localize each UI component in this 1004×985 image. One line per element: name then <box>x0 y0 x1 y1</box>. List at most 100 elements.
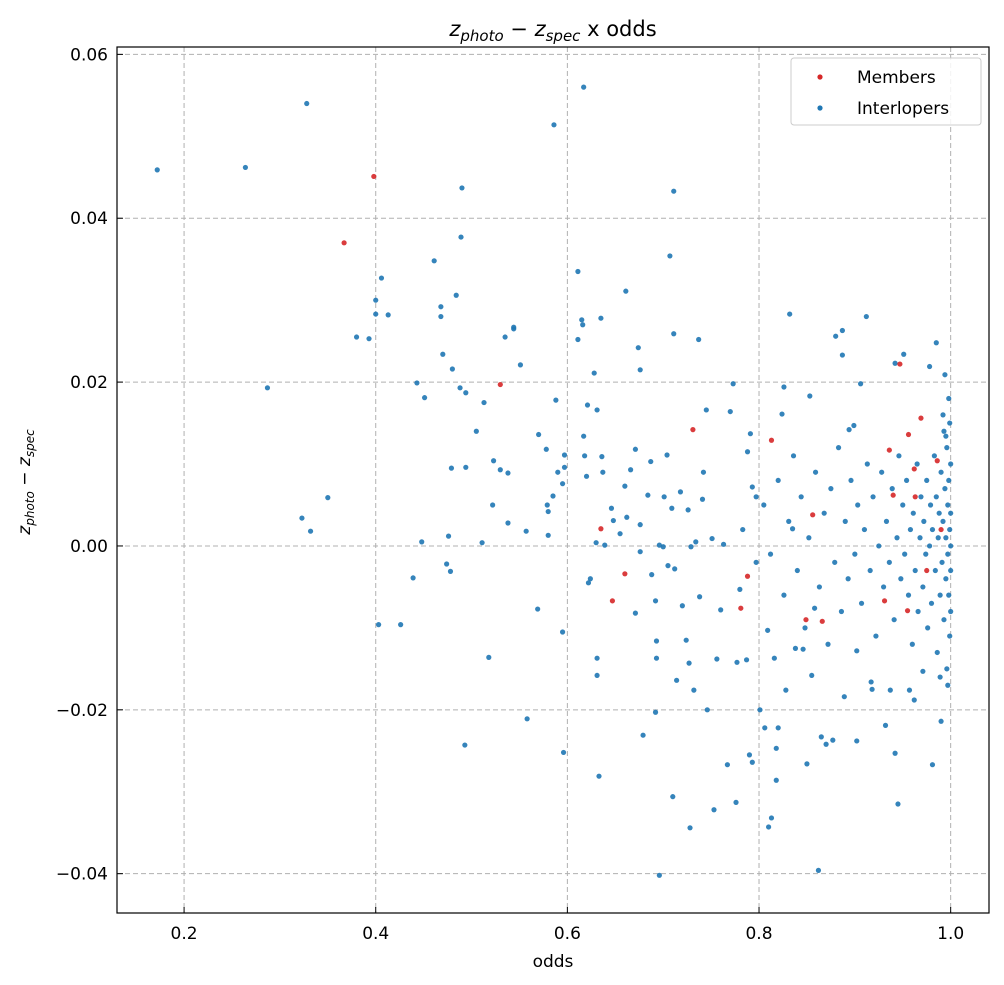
member-point <box>768 437 775 443</box>
interloper-point <box>353 334 360 340</box>
interloper-point <box>761 502 767 508</box>
interloper-point <box>941 428 947 434</box>
interloper-point <box>947 526 953 533</box>
interloper-point <box>806 535 812 541</box>
interloper-point <box>762 725 768 731</box>
interloper-point <box>781 384 787 390</box>
interloper-point <box>948 461 954 467</box>
interloper-point <box>947 633 953 639</box>
interloper-point <box>696 336 702 343</box>
legend-label-interlopers: Interlopers <box>857 99 949 119</box>
interloper-point <box>807 393 813 399</box>
interloper-point <box>773 745 779 751</box>
interloper-point <box>674 677 680 683</box>
interloper-point <box>815 867 822 873</box>
interloper-point <box>858 600 865 606</box>
interloper-point <box>378 275 385 281</box>
interloper-point <box>905 592 912 598</box>
interloper-point <box>463 464 469 470</box>
interloper-point <box>502 334 508 340</box>
member-point <box>341 240 347 246</box>
interloper-point <box>624 514 630 520</box>
interloper-point <box>559 481 566 487</box>
interloper-point <box>870 494 876 500</box>
interloper-point <box>828 486 834 492</box>
interloper-point <box>945 502 951 508</box>
legend-marker-interlopers <box>817 105 823 111</box>
interloper-point <box>920 584 926 590</box>
interloper-point <box>946 395 952 402</box>
interloper-point <box>704 707 710 713</box>
interloper-point <box>938 718 944 724</box>
interloper-point <box>924 477 930 484</box>
member-point <box>912 494 918 500</box>
ticks: 0.2 0.4 0.6 0.8 1.0 0.06 0.04 0.02 0.00 −0.02 −0.0… <box>56 45 964 944</box>
interloper-point <box>640 732 646 738</box>
member-point <box>881 598 888 604</box>
interloper-point <box>943 576 949 582</box>
interloper-point <box>918 494 924 500</box>
interloper-point <box>926 543 933 549</box>
member-point <box>924 567 930 574</box>
interloper-point <box>901 351 907 357</box>
interloper-point <box>941 617 947 623</box>
interloper-point <box>373 311 379 317</box>
interloper-point <box>880 584 887 590</box>
member-point <box>690 427 696 433</box>
interloper-point <box>669 505 675 511</box>
interloper-point <box>892 360 898 366</box>
interloper-point <box>559 629 566 635</box>
member-point <box>497 381 503 388</box>
interloper-point <box>699 496 706 502</box>
interloper-point <box>746 752 753 758</box>
interloper-point <box>926 363 933 370</box>
interloper-point <box>946 477 952 484</box>
member-point <box>905 431 912 438</box>
interloper-point <box>938 469 944 475</box>
interloper-point <box>677 489 684 495</box>
y-tick-label: −0.02 <box>56 701 108 721</box>
interloper-point <box>458 234 464 240</box>
interloper-point <box>783 687 789 693</box>
member-point <box>819 618 825 624</box>
interloper-point <box>833 333 839 339</box>
interloper-point <box>490 458 497 464</box>
interloper-point <box>665 563 671 569</box>
interloper-point <box>753 559 759 565</box>
interloper-point <box>462 742 468 748</box>
interloper-point <box>891 617 897 623</box>
interloper-point <box>927 502 934 508</box>
interloper-point <box>628 467 634 473</box>
interloper-point <box>535 606 541 612</box>
interloper-point <box>550 493 556 499</box>
interloper-point <box>886 559 892 565</box>
interloper-point <box>939 559 945 565</box>
interloper-point <box>661 494 667 500</box>
interloper-point <box>610 517 616 524</box>
legend: Members Interlopers <box>790 57 982 126</box>
interloper-point <box>575 268 581 275</box>
interloper-point <box>438 313 444 320</box>
interloper-point <box>943 433 949 439</box>
interloper-point <box>936 510 942 516</box>
interloper-point <box>687 825 693 831</box>
interloper-point <box>523 528 529 534</box>
interloper-point <box>766 824 772 830</box>
points-layer <box>154 84 954 878</box>
interloper-point <box>830 737 836 743</box>
interloper-point <box>943 535 949 541</box>
interloper-point <box>909 641 915 647</box>
interloper-point <box>463 390 469 396</box>
x-tick-label: 0.4 <box>362 924 389 944</box>
interloper-point <box>883 518 890 524</box>
interloper-point <box>727 408 733 415</box>
interloper-point <box>594 655 600 661</box>
interloper-point <box>421 395 428 401</box>
interloper-point <box>459 185 465 191</box>
interloper-point <box>653 638 660 644</box>
interloper-point <box>889 486 895 492</box>
interloper-point <box>743 657 750 663</box>
interloper-point <box>946 592 952 598</box>
